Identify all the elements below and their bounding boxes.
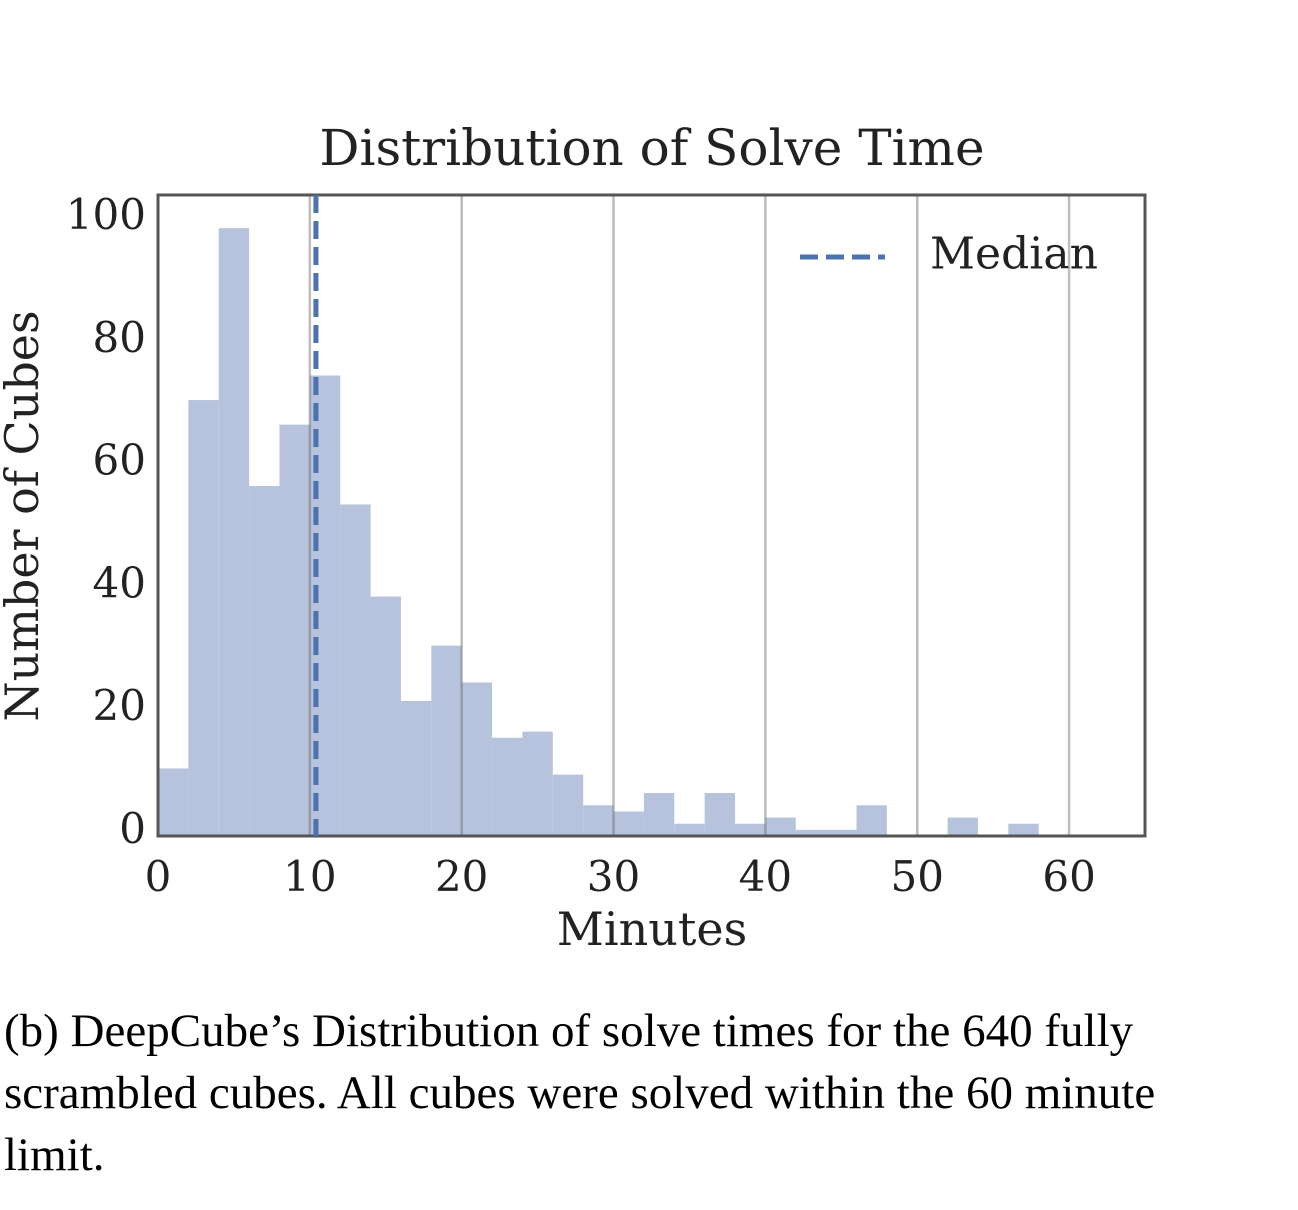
bar xyxy=(643,793,675,836)
bar xyxy=(795,829,827,836)
y-axis-label: Number of Cubes xyxy=(0,310,49,721)
x-tick-label: 40 xyxy=(739,852,792,901)
x-tick-label: 0 xyxy=(145,852,172,901)
y-tick-label: 20 xyxy=(93,681,146,730)
bar xyxy=(583,805,614,836)
bar xyxy=(340,504,371,836)
bar xyxy=(188,400,219,836)
chart-title: Distribution of Solve Time xyxy=(319,119,984,177)
bar xyxy=(400,700,432,836)
x-tick-label: 20 xyxy=(435,852,488,901)
bar xyxy=(947,817,978,836)
bar xyxy=(613,811,644,836)
bar xyxy=(431,645,462,836)
bar xyxy=(552,774,584,836)
bar xyxy=(856,805,887,836)
caption: (b) DeepCube’s Distribution of solve tim… xyxy=(4,1005,1156,1181)
bar xyxy=(370,596,401,836)
bar xyxy=(674,823,705,836)
bar xyxy=(461,682,493,836)
y-tick-label: 0 xyxy=(119,804,146,853)
y-tick-label: 80 xyxy=(93,313,146,362)
bar xyxy=(735,823,766,836)
plot-frame xyxy=(156,193,1147,838)
x-tick-label: 30 xyxy=(587,852,640,901)
bar xyxy=(492,737,523,836)
x-tick-label: 60 xyxy=(1042,852,1095,901)
y-tick-label: 40 xyxy=(93,558,146,607)
bar xyxy=(704,793,736,836)
x-tick-label: 50 xyxy=(891,852,944,901)
bar xyxy=(765,817,796,836)
y-tick-label: 60 xyxy=(93,436,146,485)
y-tick-label: 100 xyxy=(66,190,146,239)
x-axis-label: Minutes xyxy=(557,902,747,956)
chart: Distribution of Solve Time Minutes Numbe… xyxy=(0,119,1147,956)
bar xyxy=(158,768,189,836)
bar xyxy=(1008,823,1039,836)
bar xyxy=(309,375,341,836)
bar xyxy=(249,486,280,836)
bar xyxy=(826,829,857,836)
bar xyxy=(218,228,250,837)
legend-label: Median xyxy=(930,229,1098,280)
bar xyxy=(279,424,310,836)
x-tick-label: 10 xyxy=(283,852,336,901)
bar xyxy=(522,731,553,836)
